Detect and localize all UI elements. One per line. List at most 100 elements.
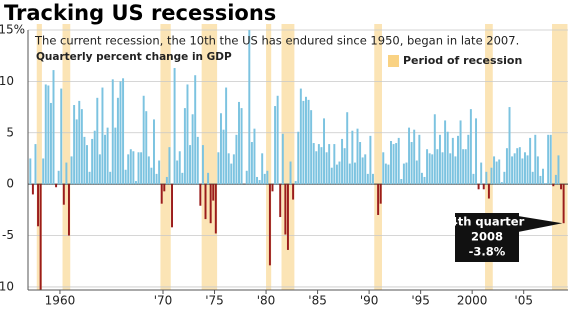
bar <box>459 120 462 185</box>
bar <box>549 134 552 185</box>
callout-text: -3.8% <box>469 245 506 259</box>
x-tick-label: '95 <box>411 294 430 308</box>
bar <box>490 167 493 185</box>
bar <box>150 167 153 185</box>
bar <box>353 162 356 185</box>
bar <box>418 134 421 185</box>
bar <box>428 153 431 185</box>
bar <box>189 145 192 185</box>
bar <box>196 136 199 185</box>
bar <box>232 154 235 185</box>
bar <box>240 108 243 185</box>
bar <box>37 184 40 227</box>
bar <box>57 170 60 185</box>
bar <box>408 127 411 185</box>
bar <box>52 70 55 185</box>
bar <box>75 119 78 185</box>
bar <box>47 85 50 185</box>
recession-band <box>62 24 71 290</box>
legend-label: Period of recession <box>403 54 522 67</box>
x-tick-label: '75 <box>205 294 224 308</box>
bar <box>34 144 37 185</box>
background-layer <box>28 24 568 290</box>
bar <box>351 130 354 185</box>
bar <box>217 152 220 185</box>
bar <box>359 142 362 185</box>
bar <box>129 149 132 185</box>
bar <box>371 173 374 185</box>
recession-band <box>374 24 382 290</box>
bar <box>284 184 287 235</box>
bar <box>469 109 472 185</box>
bar <box>186 84 189 185</box>
bar <box>487 184 490 199</box>
bar <box>323 118 325 185</box>
bar <box>42 158 45 185</box>
x-tick-label: 1960 <box>45 294 76 308</box>
bar <box>433 114 436 185</box>
bar <box>552 184 555 187</box>
bar <box>230 163 233 185</box>
bar <box>511 156 514 185</box>
bar <box>503 171 506 185</box>
bar <box>413 129 416 185</box>
bar <box>55 184 58 188</box>
recession-band <box>552 24 568 290</box>
bar <box>116 97 119 185</box>
bar <box>475 118 478 185</box>
bar <box>171 184 173 228</box>
bar <box>325 152 328 185</box>
bar <box>261 153 264 185</box>
bar <box>438 134 441 185</box>
bar <box>310 110 313 185</box>
callout-pointer <box>518 216 563 232</box>
bar <box>263 173 266 185</box>
bar <box>518 147 521 185</box>
bar <box>423 176 426 185</box>
bar <box>397 137 400 185</box>
bar <box>557 155 560 185</box>
bar <box>134 181 137 185</box>
bar <box>44 84 47 185</box>
bar <box>266 170 269 185</box>
bar <box>248 30 251 185</box>
bar <box>29 158 32 185</box>
bar <box>405 162 408 185</box>
bar <box>335 164 338 185</box>
bar <box>39 184 42 290</box>
bar <box>516 148 519 185</box>
bar <box>536 156 539 185</box>
bar <box>346 112 349 185</box>
bar <box>299 88 302 185</box>
bar <box>207 172 210 185</box>
bar <box>482 184 485 190</box>
bar <box>500 182 503 185</box>
bar <box>467 134 470 185</box>
bar <box>343 148 346 185</box>
bar <box>379 184 382 204</box>
bar <box>214 184 217 234</box>
bar <box>554 174 557 185</box>
callout-box <box>455 213 519 262</box>
bar <box>194 75 197 185</box>
bar <box>508 107 511 185</box>
recession-band <box>160 24 171 290</box>
bar <box>67 184 70 236</box>
bar <box>238 101 240 185</box>
bar <box>387 164 390 185</box>
x-tick-label: '05 <box>514 294 533 308</box>
bar <box>104 134 107 185</box>
bar <box>173 68 176 185</box>
bar <box>392 144 395 185</box>
y-axis-label: Quarterly percent change in GDP <box>36 51 232 63</box>
bar <box>480 162 483 185</box>
bar <box>498 159 501 185</box>
bar <box>253 128 256 185</box>
bar <box>523 152 526 185</box>
bar <box>60 88 63 185</box>
bar <box>127 154 130 185</box>
bar <box>137 152 140 185</box>
bar <box>485 171 488 185</box>
bar <box>199 184 202 206</box>
bar <box>145 111 148 185</box>
